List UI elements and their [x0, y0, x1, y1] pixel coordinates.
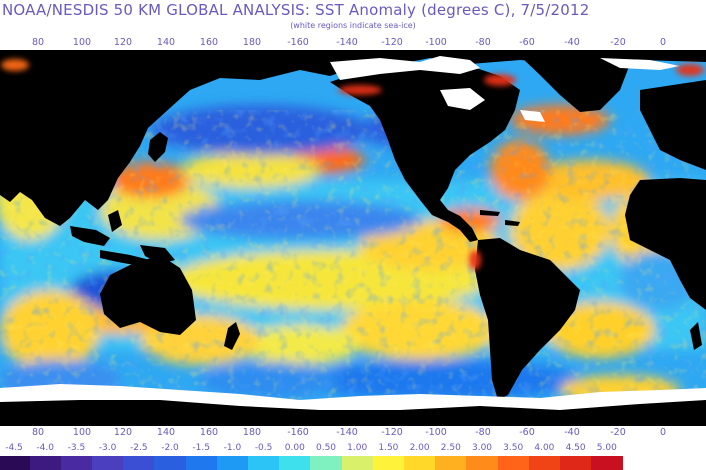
lon-tick-bottom: 100	[72, 427, 92, 438]
lon-tick-top: -160	[287, 37, 309, 48]
scale-label: -2.5	[130, 443, 148, 453]
scale-label: -4.5	[5, 443, 23, 453]
scale-swatch	[310, 456, 343, 470]
scale-swatch	[248, 456, 280, 470]
scale-label: -3.0	[98, 443, 117, 453]
lon-tick-bottom: -100	[425, 427, 447, 438]
scale-swatch	[29, 456, 62, 470]
longitude-axis-bottom: 80 100 120 140 160 180 -160 -140 -120 -1…	[0, 427, 706, 439]
lon-tick-top: -80	[475, 37, 491, 48]
lon-tick-top: -60	[519, 37, 535, 48]
lon-tick-bottom: -60	[519, 427, 535, 438]
lon-tick-bottom: 120	[113, 427, 133, 438]
lon-tick-top: 180	[242, 37, 262, 48]
lon-tick-bottom: -80	[475, 427, 491, 438]
lon-tick-top: -40	[564, 37, 580, 48]
scale-swatch	[279, 456, 311, 470]
lon-tick-bottom: 160	[199, 427, 219, 438]
scale-swatch	[560, 456, 592, 470]
lon-tick-top: -120	[381, 37, 403, 48]
scale-label: -4.0	[36, 443, 54, 453]
scale-label: 1.50	[378, 443, 399, 453]
scale-swatch	[123, 456, 155, 470]
scale-label: 3.50	[503, 443, 524, 453]
scale-label: -2.0	[161, 443, 179, 453]
scale-label: -1.0	[223, 443, 242, 453]
scale-label: 0.50	[315, 443, 337, 453]
lon-tick-top: 100	[72, 37, 92, 48]
scale-swatch	[528, 456, 561, 470]
lon-tick-bottom: -40	[564, 427, 580, 438]
lon-tick-top: 160	[199, 37, 219, 48]
scale-swatch	[185, 456, 218, 470]
lon-tick-bottom: -20	[610, 427, 626, 438]
scale-label: -1.5	[192, 443, 210, 453]
scale-label: -3.5	[67, 443, 86, 453]
scale-label: 4.00	[534, 443, 555, 453]
scale-swatch	[154, 456, 187, 470]
lon-tick-top: -100	[425, 37, 447, 48]
scale-label: 3.00	[471, 443, 493, 453]
lon-tick-top: -20	[610, 37, 626, 48]
lon-tick-bottom: 180	[242, 427, 262, 438]
lon-tick-top: 0	[659, 37, 667, 48]
scale-swatch	[435, 456, 467, 470]
lon-tick-bottom: 0	[659, 427, 667, 438]
sst-anomaly-map	[0, 50, 706, 426]
scale-label: 4.50	[565, 443, 586, 453]
land-masses	[0, 50, 706, 426]
lon-tick-bottom: -120	[381, 427, 403, 438]
lon-tick-top: 140	[156, 37, 176, 48]
longitude-axis-top: 80 100 120 140 160 180 -160 -140 -120 -1…	[0, 37, 706, 49]
map-subtitle: (white regions indicate sea-ice)	[290, 21, 416, 30]
scale-label: -0.5	[254, 443, 273, 453]
lon-tick-bottom: -140	[336, 427, 358, 438]
scale-swatch	[372, 456, 405, 470]
scale-swatch	[497, 456, 530, 470]
scale-swatch	[0, 456, 31, 470]
scale-swatch	[591, 456, 623, 470]
scale-swatch	[216, 456, 249, 470]
sea-ice	[0, 56, 706, 410]
coastal-warm-anomalies	[1, 59, 704, 270]
scale-label: 1.00	[347, 443, 368, 453]
lon-tick-bottom: 140	[156, 427, 176, 438]
lon-tick-top: -140	[336, 37, 358, 48]
lon-tick-top: 80	[31, 37, 45, 48]
lon-tick-bottom: 80	[31, 427, 45, 438]
scale-label: 2.50	[440, 443, 461, 453]
scale-swatch	[466, 456, 499, 470]
scale-label: 5.00	[596, 443, 617, 453]
scale-swatch	[92, 456, 124, 470]
lon-tick-top: 120	[113, 37, 133, 48]
scale-swatch	[60, 456, 93, 470]
scale-swatch	[404, 456, 436, 470]
scale-swatch	[341, 456, 374, 470]
scale-label: 0.00	[284, 443, 305, 453]
color-scale-bar	[0, 456, 706, 470]
scale-label: 2.00	[409, 443, 430, 453]
lon-tick-bottom: -160	[287, 427, 309, 438]
map-title: NOAA/NESDIS 50 KM GLOBAL ANALYSIS: SST A…	[2, 1, 590, 19]
